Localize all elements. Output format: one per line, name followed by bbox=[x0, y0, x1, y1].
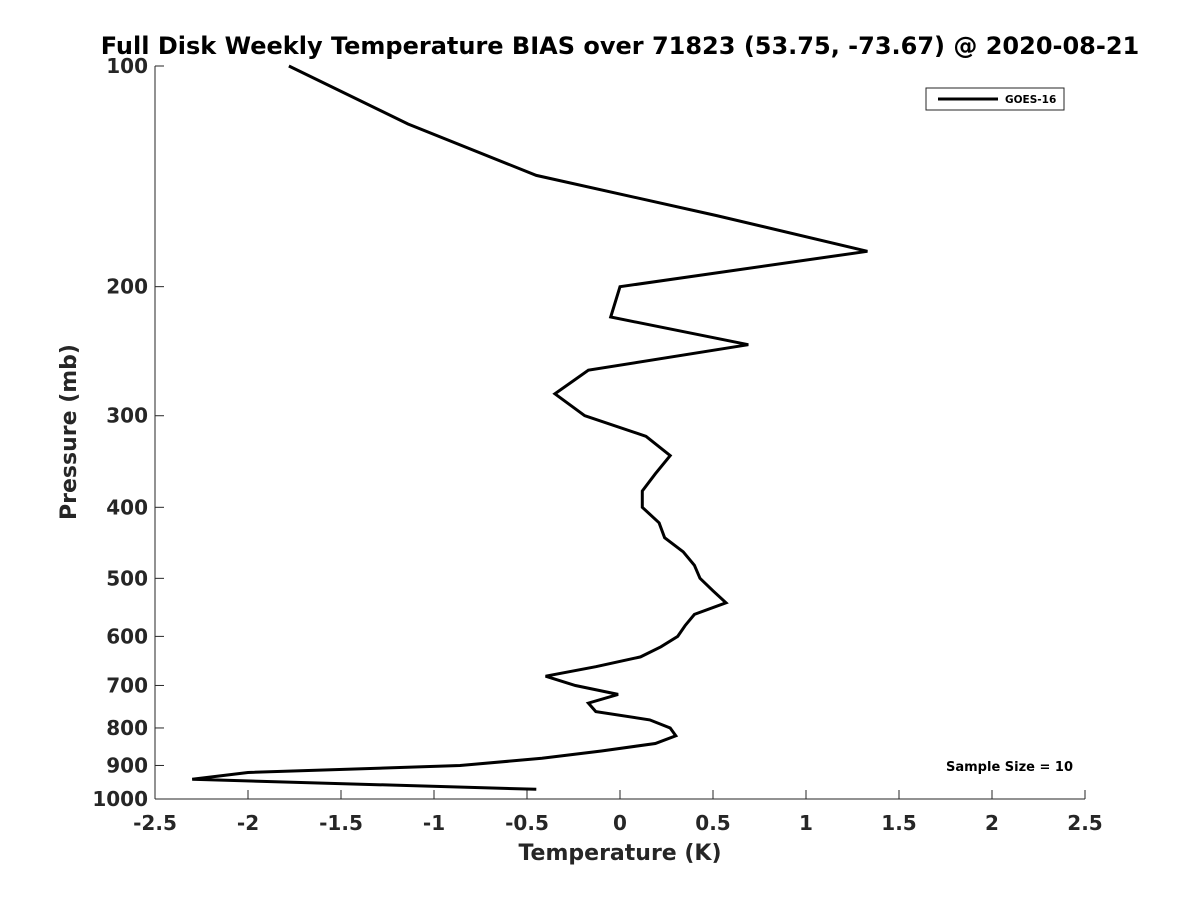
x-tick-label: 2 bbox=[985, 811, 999, 835]
sample-size-annotation: Sample Size = 10 bbox=[946, 760, 1073, 775]
x-tick-label: -2.5 bbox=[133, 811, 177, 835]
x-tick-label: -2 bbox=[237, 811, 259, 835]
y-ticks: 100 200 300 400 500 600 700 800 900 1000 bbox=[92, 54, 164, 811]
y-tick-label: 300 bbox=[106, 404, 148, 428]
x-tick-label: -1.5 bbox=[319, 811, 363, 835]
y-tick-label: 400 bbox=[106, 495, 148, 519]
x-tick-label: 0.5 bbox=[695, 811, 730, 835]
legend-entry-goes-16: GOES-16 bbox=[1005, 94, 1056, 106]
y-tick-label: 1000 bbox=[92, 787, 148, 811]
x-tick-label: 1 bbox=[799, 811, 813, 835]
series-line-goes-16 bbox=[192, 64, 868, 791]
y-tick-label: 700 bbox=[106, 673, 148, 697]
x-tick-label: 2.5 bbox=[1067, 811, 1102, 835]
x-tick-label: -1 bbox=[423, 811, 445, 835]
chart-title: Full Disk Weekly Temperature BIAS over 7… bbox=[101, 32, 1140, 60]
x-ticks: -2.5 -2 -1.5 -1 -0.5 0 0.5 1 1.5 2 2.5 bbox=[133, 790, 1103, 835]
x-tick-label: -0.5 bbox=[505, 811, 549, 835]
x-tick-label: 0 bbox=[613, 811, 627, 835]
y-tick-label: 600 bbox=[106, 624, 148, 648]
x-axis-label: Temperature (K) bbox=[518, 841, 721, 866]
y-tick-label: 500 bbox=[106, 566, 148, 590]
y-tick-label: 100 bbox=[106, 54, 148, 78]
y-tick-label: 900 bbox=[106, 753, 148, 777]
y-axis-label: Pressure (mb) bbox=[57, 344, 82, 520]
y-tick-label: 800 bbox=[106, 716, 148, 740]
x-tick-label: 1.5 bbox=[881, 811, 916, 835]
y-tick-label: 200 bbox=[106, 275, 148, 299]
legend: GOES-16 bbox=[925, 87, 1065, 111]
series-layer bbox=[192, 64, 868, 791]
plot-area: -2.5 -2 -1.5 -1 -0.5 0 0.5 1 1.5 2 2.5 100 200 300 40… bbox=[92, 54, 1102, 835]
